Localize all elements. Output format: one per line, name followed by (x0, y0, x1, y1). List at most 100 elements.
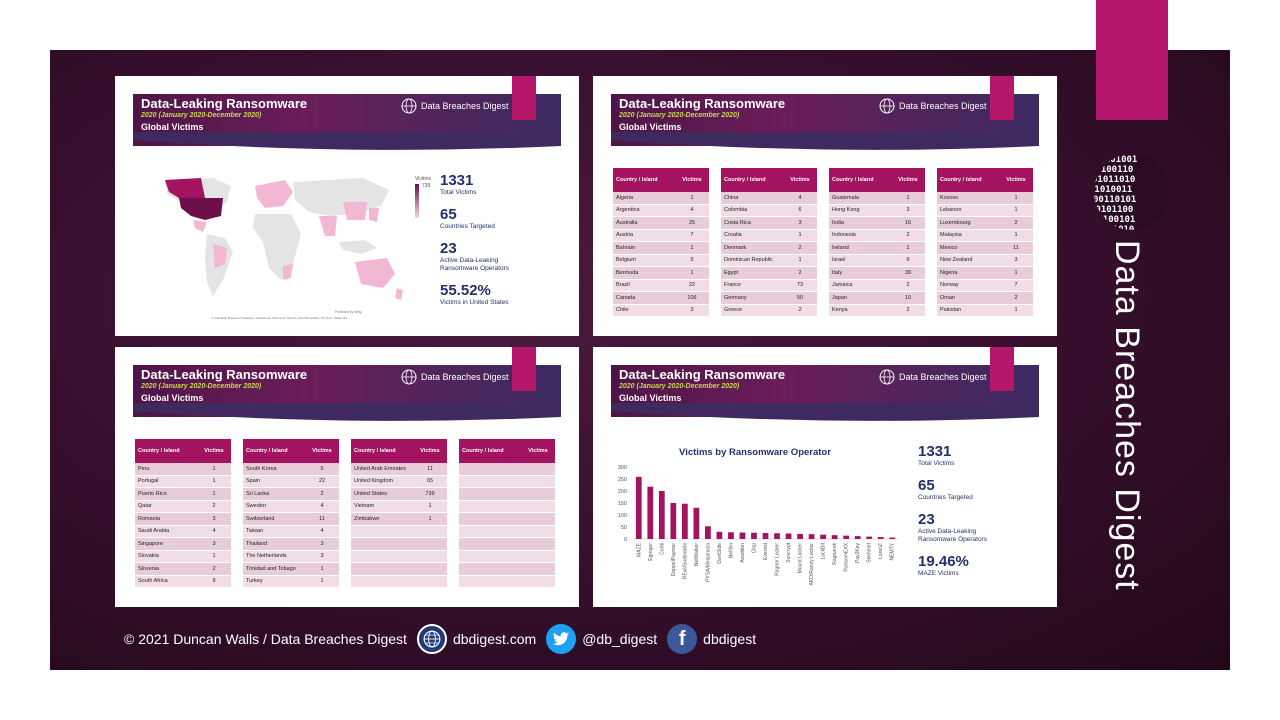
table-row: Mexico 11 (937, 241, 1033, 255)
country-table: Country / Island Victims (459, 439, 555, 588)
table-row: Israel 6 (829, 254, 925, 267)
chart-bar (774, 533, 780, 539)
country-cell: Hong Kong (829, 204, 891, 217)
country-cell: Switzerland (243, 512, 305, 526)
x-tick-label: Sekhmet (867, 542, 873, 562)
country-cell: Vietnam (351, 500, 413, 513)
logo-text: Data Breaches Digest (421, 372, 509, 382)
globe-icon[interactable] (416, 624, 447, 654)
country-cell: Brazil (613, 279, 675, 292)
country-cell: Dominican Republic (721, 254, 783, 267)
table-row: Hong Kong 3 (829, 204, 925, 217)
country-cell: Romania (135, 512, 197, 526)
twitter-icon[interactable] (546, 624, 577, 654)
victims-cell: 3 (783, 216, 817, 230)
table-row: Vietnam 1 (351, 500, 447, 513)
table-row (351, 525, 447, 538)
chart-bar (728, 532, 734, 539)
country-cell: Japan (829, 291, 891, 305)
country-cell: Malaysia (937, 229, 999, 242)
table-row: Oman 2 (937, 291, 1033, 305)
footer-website-link[interactable]: dbdigest.com (452, 631, 537, 647)
victims-cell: 2 (891, 229, 925, 242)
x-tick-label: REvil/Sodinokibi (682, 543, 688, 579)
victims-cell: 9 (197, 575, 231, 588)
country-cell: Trinidad and Tobago (243, 562, 305, 576)
table-row: Luxembourg 2 (937, 216, 1033, 230)
country-cell: Kenya (829, 304, 891, 317)
country-cell: Canada (613, 291, 675, 305)
slide-scope: Global Victims (619, 122, 682, 132)
victims-cell (521, 487, 555, 501)
country-cell: Austria (613, 229, 675, 242)
facebook-icon[interactable]: f (667, 624, 698, 654)
country-table: Country / Island Victims Algeria 1 Argentina… (613, 168, 709, 317)
x-tick-label: Ragnarok (832, 543, 838, 565)
victims-cell: 7 (999, 279, 1033, 292)
table-row: Australia 25 (613, 216, 709, 230)
country-cell: Saudi Arabia (135, 525, 197, 538)
table-row: Colombia 6 (721, 204, 817, 217)
world-map: Powered by Bing © Australian Bureau of S… (165, 178, 403, 320)
svg-text:11010011: 11010011 (1092, 185, 1132, 195)
x-tick-label: LorenZ (878, 543, 884, 559)
table-row: Qatar 2 (135, 500, 231, 513)
svg-text:01011010: 01011010 (1092, 175, 1135, 185)
chart-bar (866, 536, 873, 539)
footer-twitter-link[interactable]: @db_digest (582, 631, 658, 647)
stat-us-share: 55.52% Victims in United States (440, 282, 509, 306)
victims-cell: 6 (891, 254, 925, 267)
chart-title: Victims by Ransomware Operator (679, 447, 831, 458)
table-row: Japan 10 (829, 291, 925, 305)
header-country: Country / Island (613, 168, 675, 192)
header-victims: Victims (413, 439, 447, 463)
victims-cell (521, 550, 555, 563)
table-row: The Netherlands 3 (243, 550, 339, 563)
slide-title: Data-Leaking Ransomware (141, 367, 308, 382)
country-cell (459, 575, 521, 588)
victims-cell: 39 (891, 266, 925, 280)
y-tick-label: 200 (618, 489, 627, 495)
table-row (351, 550, 447, 563)
table-row: Brazil 22 (613, 279, 709, 292)
country-cell (351, 562, 413, 576)
table-row: United Arab Emirates 11 (351, 463, 447, 476)
footer-facebook-link[interactable]: dbdigest (703, 631, 757, 647)
slide-title: Data-Leaking Ransomware (619, 367, 786, 382)
header-country: Country / Island (351, 439, 413, 463)
slide-operator-chart: Data-Leaking Ransomware 2020 (January 20… (593, 347, 1057, 607)
country-cell (351, 575, 413, 588)
table-row: Costa Rica 3 (721, 216, 817, 230)
table-row: Kosovo 1 (937, 192, 1033, 205)
legend-max: 739 (422, 183, 431, 189)
chart-bar (751, 532, 757, 539)
victims-cell: 1 (999, 266, 1033, 280)
country-cell: Taiwan (243, 525, 305, 538)
victims-cell: 106 (675, 291, 709, 305)
stats-panel: 1331 Total Victims 65 Countries Targeted 2… (440, 172, 570, 316)
country-cell: Belgium (613, 254, 675, 267)
country-cell: Costa Rica (721, 216, 783, 230)
victims-cell: 2 (305, 487, 339, 501)
table-row: Belgium 5 (613, 254, 709, 267)
country-table: Country / Island Victims China 4 Colombia 6 Co… (721, 168, 817, 317)
x-tick-label: DoppelPaymer (671, 543, 677, 576)
svg-text:10011010: 10011010 (1092, 225, 1134, 232)
slide-accent-tab (512, 76, 536, 120)
table-row (459, 463, 555, 476)
x-tick-label: Mount Locker (798, 543, 804, 574)
stat-countries-targeted: 65 Countries Targeted (440, 206, 495, 230)
victims-cell: 4 (305, 525, 339, 538)
country-cell: Denmark (721, 241, 783, 255)
table-row: Bermuda 1 (613, 266, 709, 280)
victims-cell: 2 (783, 304, 817, 317)
victims-cell: 25 (675, 216, 709, 230)
victims-cell (521, 537, 555, 551)
stats-panel: 1331 Total Victims 65 Countries Targeted 2… (918, 443, 1048, 587)
table-row: Malaysia 1 (937, 229, 1033, 242)
table-row: Canada 106 (613, 291, 709, 305)
victims-cell: 1 (891, 192, 925, 205)
header-wave (133, 132, 561, 150)
country-cell: United Kingdom (351, 475, 413, 488)
victims-cell: 2 (197, 500, 231, 513)
